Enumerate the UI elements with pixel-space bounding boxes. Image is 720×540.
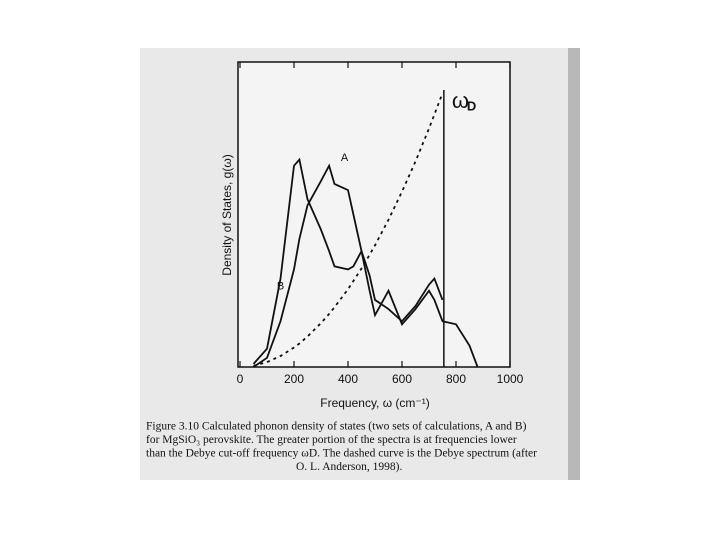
x-axis-label: Frequency, ω (cm⁻¹) <box>320 396 430 410</box>
x-tick-label: 400 <box>338 372 358 386</box>
x-tick-label: 200 <box>284 372 304 386</box>
series-line <box>252 157 444 365</box>
caption: Figure 3.10 Calculated phonon density of… <box>146 421 537 474</box>
plot-frame <box>237 61 511 368</box>
series-label: B <box>277 280 284 292</box>
x-tick-label: 0 <box>237 372 244 386</box>
cutoff-label-sub: D <box>467 98 476 113</box>
cutoff-label: ω <box>452 88 469 113</box>
caption-line: than the Debye cut-off frequency ωD. The… <box>146 448 537 460</box>
series-label: A <box>341 152 349 164</box>
caption-line: Figure 3.10 Calculated phonon density of… <box>146 421 527 433</box>
y-axis-label: Density of States, g(ω) <box>220 154 234 275</box>
x-tick-label: 1000 <box>497 372 524 386</box>
caption-line: O. L. Anderson, 1998). <box>296 461 402 473</box>
x-tick-label: 600 <box>392 372 412 386</box>
x-tick-label: 800 <box>446 372 466 386</box>
series-line <box>252 163 479 368</box>
scan-edge <box>568 48 580 480</box>
caption-line: for MgSiO₃ perovskite. The greater porti… <box>146 434 517 446</box>
